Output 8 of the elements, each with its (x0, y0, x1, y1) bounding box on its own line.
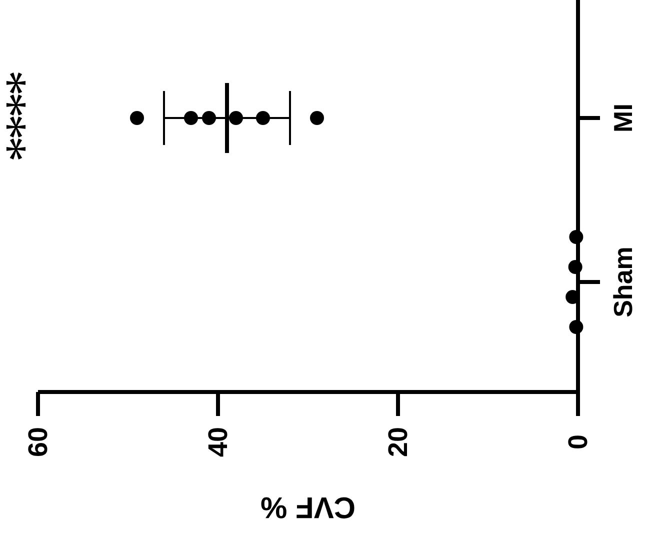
x-tick-label: 20 (383, 426, 413, 458)
x-tick-label: 40 (203, 426, 233, 458)
annotation: **** (0, 72, 52, 162)
x-tick-label: 60 (23, 426, 53, 458)
y-tick-label: Sham (608, 246, 638, 318)
x-axis-title: CVF % (260, 490, 356, 524)
x-tick-label: 0 (563, 434, 593, 450)
y-tick-label: MI (608, 104, 638, 132)
